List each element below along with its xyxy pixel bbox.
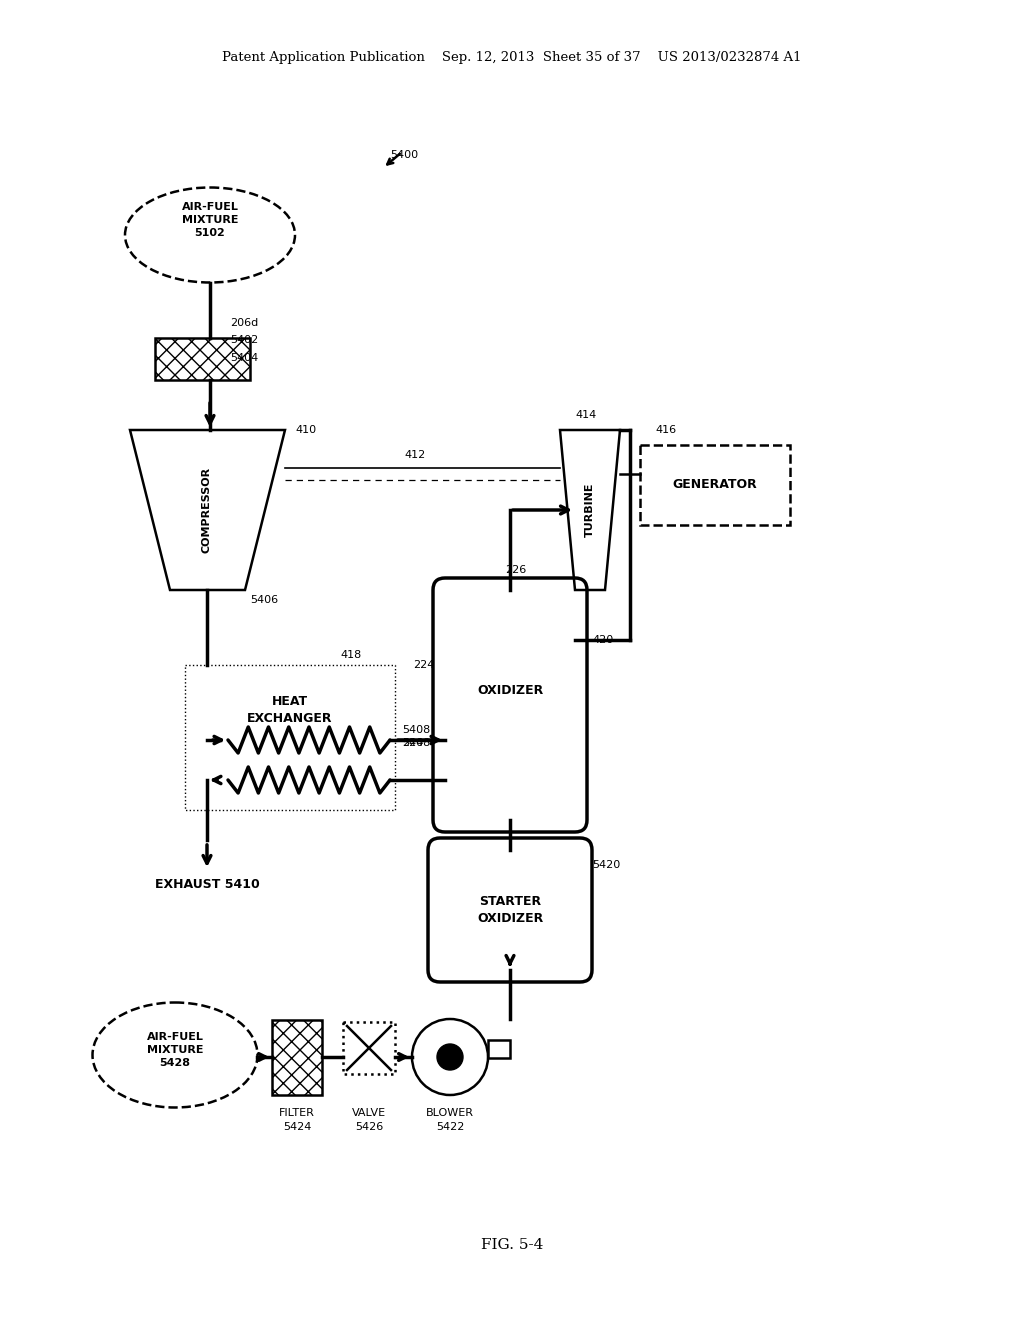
Text: 412: 412 bbox=[404, 450, 426, 459]
Text: OXIDIZER: OXIDIZER bbox=[477, 684, 543, 697]
Text: AIR-FUEL
MIXTURE
5428: AIR-FUEL MIXTURE 5428 bbox=[146, 1032, 204, 1068]
Text: 206d: 206d bbox=[230, 318, 258, 327]
Bar bbox=[272, 1020, 322, 1096]
Text: VALVE: VALVE bbox=[352, 1107, 386, 1118]
Text: 5426: 5426 bbox=[355, 1122, 383, 1133]
Text: 418: 418 bbox=[340, 649, 361, 660]
Text: FILTER: FILTER bbox=[280, 1107, 315, 1118]
Text: 5424: 5424 bbox=[283, 1122, 311, 1133]
Text: 414: 414 bbox=[575, 411, 596, 420]
Text: HEAT
EXCHANGER: HEAT EXCHANGER bbox=[247, 696, 333, 725]
Text: COMPRESSOR: COMPRESSOR bbox=[202, 467, 212, 553]
Text: Patent Application Publication    Sep. 12, 2013  Sheet 35 of 37    US 2013/02328: Patent Application Publication Sep. 12, … bbox=[222, 51, 802, 65]
Bar bbox=[343, 1022, 395, 1074]
Text: 5400: 5400 bbox=[390, 150, 418, 160]
Bar bbox=[272, 1020, 322, 1096]
Bar bbox=[640, 445, 790, 525]
Text: STARTER
OXIDIZER: STARTER OXIDIZER bbox=[477, 895, 543, 925]
Text: 5422: 5422 bbox=[436, 1122, 464, 1133]
Text: 5408: 5408 bbox=[402, 725, 430, 735]
Text: 416: 416 bbox=[655, 425, 676, 436]
Text: AIR-FUEL
MIXTURE
5102: AIR-FUEL MIXTURE 5102 bbox=[181, 202, 239, 238]
Text: 410: 410 bbox=[295, 425, 316, 436]
Text: BLOWER: BLOWER bbox=[426, 1107, 474, 1118]
Bar bbox=[155, 338, 250, 380]
Text: 420: 420 bbox=[592, 635, 613, 645]
Bar bbox=[488, 1040, 510, 1059]
Bar bbox=[185, 665, 395, 810]
Text: 224: 224 bbox=[414, 660, 435, 671]
Text: TURBINE: TURBINE bbox=[585, 483, 595, 537]
Text: 226: 226 bbox=[505, 565, 526, 576]
Text: 5406: 5406 bbox=[250, 595, 279, 605]
Text: GENERATOR: GENERATOR bbox=[673, 479, 758, 491]
Text: 5408: 5408 bbox=[402, 738, 430, 748]
Bar bbox=[155, 338, 250, 380]
Circle shape bbox=[437, 1044, 463, 1071]
Text: 5402: 5402 bbox=[230, 335, 258, 345]
Text: 5420: 5420 bbox=[592, 861, 621, 870]
Text: 224: 224 bbox=[402, 738, 423, 748]
Text: 5404: 5404 bbox=[230, 352, 258, 363]
Text: FIG. 5-4: FIG. 5-4 bbox=[481, 1238, 543, 1251]
Text: EXHAUST 5410: EXHAUST 5410 bbox=[155, 879, 260, 891]
